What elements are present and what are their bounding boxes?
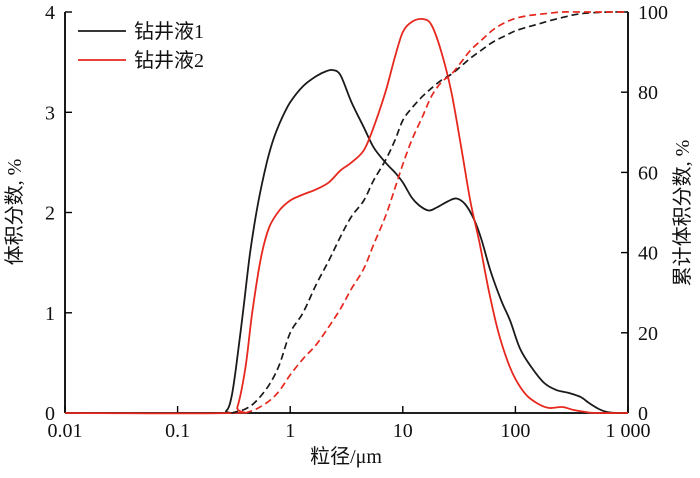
x-tick-label: 1 000 [606,420,651,442]
y-right-tick-label: 20 [638,323,658,345]
x-tick-label: 0.1 [165,420,190,442]
y-left-axis-title: 体积分数, % [3,159,26,266]
curve-钻井液2 累计体积分数 [245,11,628,414]
curve-钻井液2 体积分数 [64,17,629,415]
curve-钻井液1 体积分数 [64,68,629,415]
y-right-tick-label: 40 [638,243,658,265]
y-right-tick-label: 60 [638,162,658,184]
y-left-tick-label: 0 [45,403,55,425]
x-tick-label: 0.01 [48,420,83,442]
y-left-tick-label: 2 [45,203,55,225]
curves-layer [64,11,629,415]
y-left-tick-label: 3 [45,102,55,124]
x-tick-label: 10 [393,420,413,442]
x-axis-title: 粒径/μm [310,445,382,468]
curve-钻井液1 累计体积分数 [231,11,629,414]
y-right-tick-label: 0 [638,403,648,425]
y-right-tick-label: 100 [638,2,668,24]
y-right-tick-label: 80 [638,82,658,104]
y-left-tick-label: 4 [45,2,55,24]
x-tick-label: 100 [500,420,530,442]
y-right-axis-title: 累计体积分数, % [671,140,694,287]
legend-label-fluid2: 钻井液2 [134,49,204,72]
y-left-tick-label: 1 [45,303,55,325]
legend: 钻井液1 钻井液2 [78,20,204,72]
legend-label-fluid1: 钻井液1 [134,20,204,43]
x-tick-label: 1 [285,420,295,442]
